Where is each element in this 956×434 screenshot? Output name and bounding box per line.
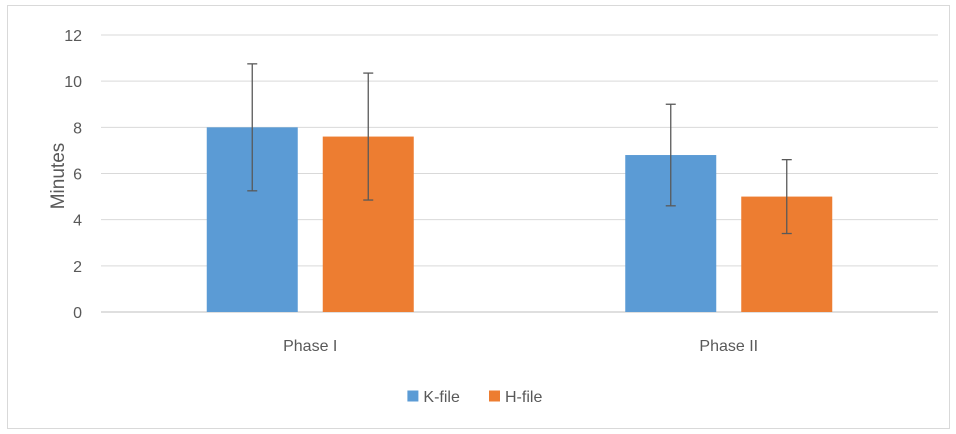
error-bar-h-file-2 — [781, 158, 792, 235]
x-tick-label: Phase II — [699, 338, 758, 355]
y-tick-label: 8 — [73, 120, 82, 137]
legend-label: K-file — [423, 389, 460, 406]
y-tick-label: 2 — [73, 259, 82, 276]
y-tick-label: 12 — [64, 28, 82, 45]
y-tick-label: 6 — [73, 167, 82, 184]
legend-item-h-file: H-file — [489, 389, 542, 406]
y-tick-label: 0 — [73, 305, 82, 322]
legend: K-file H-file — [407, 389, 542, 406]
legend-swatch — [489, 390, 500, 402]
error-bar-h-file-1 — [363, 72, 374, 201]
y-tick-label: 10 — [64, 74, 82, 91]
y-axis-title: Minutes — [48, 143, 69, 210]
error-bar-k-file-2 — [665, 103, 676, 207]
y-tick-label: 4 — [73, 213, 82, 230]
error-bar-k-file-1 — [247, 63, 258, 192]
x-axis-ticks: Phase I Phase II — [283, 338, 758, 355]
legend-item-k-file: K-file — [407, 389, 460, 406]
error-bars — [247, 63, 792, 235]
x-tick-label: Phase I — [283, 338, 337, 355]
legend-swatch — [407, 390, 419, 402]
y-axis-ticks: 0 2 4 6 8 10 12 — [64, 28, 82, 322]
legend-label: H-file — [505, 389, 542, 406]
